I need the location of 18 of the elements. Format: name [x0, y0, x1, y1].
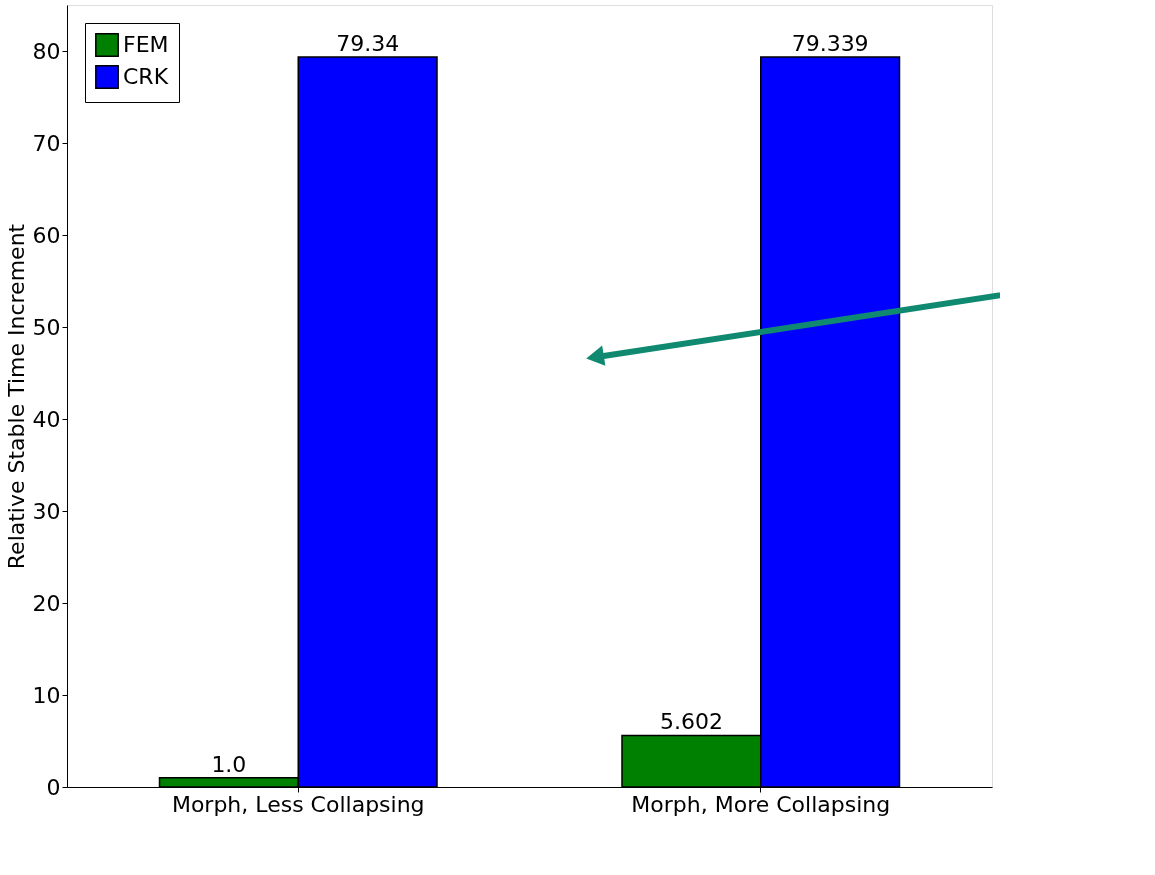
- y-tick-label: 20: [32, 590, 61, 616]
- y-tick-label: 10: [32, 682, 61, 708]
- y-tick-label: 50: [32, 314, 61, 340]
- y-tick-label: 0: [46, 774, 61, 800]
- data-label: 79.34: [336, 31, 400, 57]
- y-tick-label: 80: [32, 38, 61, 64]
- legend-label: CRK: [123, 64, 169, 89]
- data-label: 1.0: [211, 751, 247, 777]
- y-tick-label: 60: [32, 222, 61, 248]
- legend-label: FEM: [123, 32, 169, 57]
- x-tick-label: Morph, Less Collapsing: [171, 791, 425, 817]
- x-tick-label: Morph, More Collapsing: [631, 791, 891, 817]
- data-label: 5.602: [659, 709, 723, 735]
- y-tick-label: 30: [32, 498, 61, 524]
- data-label: 79.339: [791, 31, 869, 57]
- y-axis-title: Relative Stable Time Increment: [3, 223, 29, 570]
- y-tick-label: 40: [32, 406, 61, 432]
- y-tick-label: 70: [32, 130, 61, 156]
